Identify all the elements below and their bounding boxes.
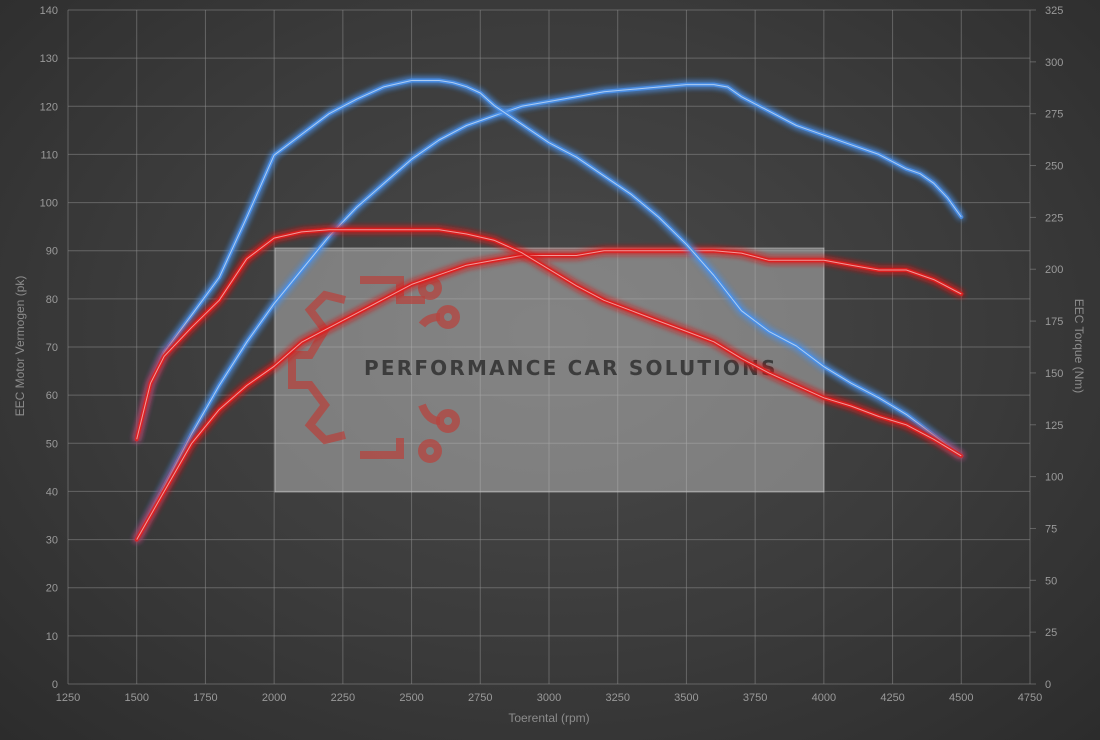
y-left-tick-label: 10 — [46, 631, 58, 643]
x-tick-label: 3250 — [605, 692, 629, 704]
x-tick-label: 1500 — [124, 692, 148, 704]
series-highlight-2 — [136, 250, 962, 540]
y-left-tick-label: 40 — [46, 486, 58, 498]
y-axis-right-title: EEC Torque (Nm) — [1072, 299, 1086, 393]
y-left-tick-label: 130 — [40, 53, 58, 65]
x-tick-label: 1250 — [56, 692, 80, 704]
y-left-tick-label: 80 — [46, 294, 58, 306]
y-right-tick-label: 175 — [1045, 316, 1063, 328]
y-left-tick-label: 60 — [46, 390, 58, 402]
y-left-tick-label: 0 — [52, 679, 58, 691]
series-highlight-4 — [136, 229, 962, 457]
y-axis-left-title: EEC Motor Vermogen (pk) — [13, 276, 27, 417]
y-left-tick-label: 50 — [46, 438, 58, 450]
x-tick-label: 4750 — [1018, 692, 1042, 704]
watermark: PERFORMANCE CAR SOLUTIONS — [274, 247, 825, 493]
y-left-tick-label: 30 — [46, 535, 58, 547]
y-left-tick-label: 140 — [40, 5, 58, 17]
y-right-tick-label: 225 — [1045, 212, 1063, 224]
y-right-tick-label: 75 — [1045, 523, 1057, 535]
x-tick-label: 2250 — [331, 692, 355, 704]
x-tick-label: 3000 — [537, 692, 561, 704]
y-right-tick-label: 275 — [1045, 109, 1063, 121]
y-right-tick-label: 0 — [1045, 679, 1051, 691]
series-highlight-1 — [136, 84, 962, 540]
series-layer — [134, 78, 964, 542]
y-left-tick-label: 70 — [46, 342, 58, 354]
watermark-text: PERFORMANCE CAR SOLUTIONS — [364, 356, 778, 380]
x-tick-label: 4500 — [949, 692, 973, 704]
y-left-tick-label: 90 — [46, 246, 58, 258]
tick-labels: 1250 1500 1750 2000 2250 2500 2750 3000 3250 3500… — [40, 5, 1064, 704]
y-right-tick-label: 150 — [1045, 368, 1063, 380]
x-tick-label: 2750 — [468, 692, 492, 704]
x-tick-label: 2000 — [262, 692, 286, 704]
grid-lines — [67, 9, 1036, 685]
y-right-tick-label: 125 — [1045, 420, 1063, 432]
y-right-tick-label: 100 — [1045, 472, 1063, 484]
y-right-tick-label: 200 — [1045, 264, 1063, 276]
y-right-tick-label: 25 — [1045, 627, 1057, 639]
y-left-tick-label: 20 — [46, 583, 58, 595]
x-axis-title: Toerental (rpm) — [508, 711, 589, 725]
x-tick-label: 4000 — [812, 692, 836, 704]
x-tick-label: 4250 — [880, 692, 904, 704]
y-left-tick-label: 100 — [40, 198, 58, 210]
y-right-tick-label: 250 — [1045, 161, 1063, 173]
x-tick-label: 3500 — [674, 692, 698, 704]
x-tick-label: 1750 — [193, 692, 217, 704]
y-right-tick-label: 300 — [1045, 57, 1063, 69]
x-tick-label: 2500 — [399, 692, 423, 704]
series-highlight-3 — [136, 80, 962, 457]
x-tick-label: 3750 — [743, 692, 767, 704]
y-right-tick-label: 325 — [1045, 5, 1063, 17]
y-left-tick-label: 120 — [40, 101, 58, 113]
y-right-tick-label: 50 — [1045, 575, 1057, 587]
y-left-tick-label: 110 — [40, 149, 58, 161]
